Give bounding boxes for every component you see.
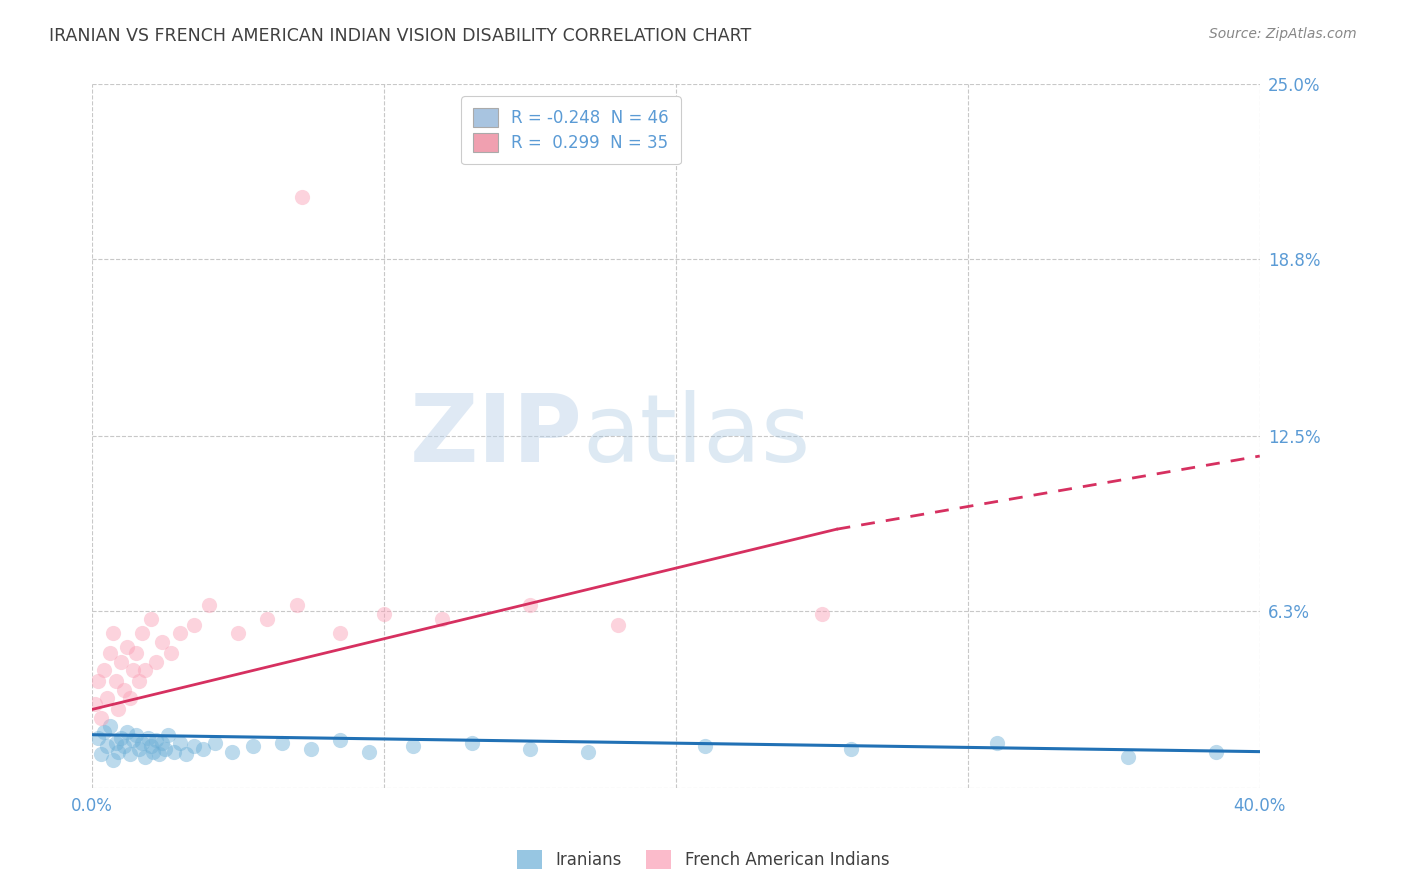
Point [112, 682, 135, 697]
Point [128, 741, 150, 756]
Point [98, 646, 121, 660]
Point [131, 626, 153, 640]
Point [139, 739, 162, 753]
Point [432, 612, 454, 626]
Point [125, 728, 148, 742]
Point [150, 635, 173, 649]
Point [93, 663, 115, 677]
Point [110, 655, 132, 669]
Point [221, 745, 243, 759]
Point [359, 745, 381, 759]
Point [291, 190, 314, 204]
Point [519, 599, 541, 613]
Point [128, 674, 150, 689]
Point [1118, 750, 1140, 764]
Point [96, 739, 118, 753]
Point [402, 739, 425, 753]
Text: Source: ZipAtlas.com: Source: ZipAtlas.com [1209, 27, 1357, 41]
Point [96, 691, 118, 706]
Point [98, 719, 121, 733]
Point [142, 745, 165, 759]
Point [131, 736, 153, 750]
Point [93, 725, 115, 739]
Point [183, 618, 205, 632]
Point [373, 607, 395, 621]
Point [198, 599, 221, 613]
Point [104, 736, 127, 750]
Point [136, 731, 159, 745]
Point [695, 739, 717, 753]
Point [145, 655, 167, 669]
Text: atlas: atlas [582, 391, 811, 483]
Point [153, 741, 176, 756]
Point [145, 733, 167, 747]
Point [107, 745, 129, 759]
Point [256, 612, 278, 626]
Point [87, 731, 110, 745]
Point [191, 741, 214, 756]
Point [122, 663, 145, 677]
Point [169, 626, 191, 640]
Point [139, 612, 162, 626]
Point [242, 739, 264, 753]
Point [606, 618, 628, 632]
Point [519, 741, 541, 756]
Point [112, 739, 135, 753]
Point [183, 739, 205, 753]
Point [134, 750, 156, 764]
Legend: Iranians, French American Indians: Iranians, French American Indians [506, 840, 900, 880]
Point [285, 599, 308, 613]
Point [271, 736, 294, 750]
Point [134, 663, 156, 677]
Point [101, 626, 124, 640]
Point [150, 736, 173, 750]
Text: IRANIAN VS FRENCH AMERICAN INDIAN VISION DISABILITY CORRELATION CHART: IRANIAN VS FRENCH AMERICAN INDIAN VISION… [49, 27, 751, 45]
Point [986, 736, 1008, 750]
Point [299, 741, 322, 756]
Point [148, 747, 170, 762]
Point [1205, 745, 1227, 759]
Point [157, 728, 180, 742]
Point [329, 733, 352, 747]
Point [90, 711, 112, 725]
Point [120, 691, 142, 706]
Point [125, 646, 148, 660]
Point [174, 747, 197, 762]
Point [107, 702, 129, 716]
Point [87, 674, 110, 689]
Point [204, 736, 226, 750]
Point [329, 626, 352, 640]
Text: ZIP: ZIP [409, 391, 582, 483]
Point [163, 745, 186, 759]
Point [226, 626, 249, 640]
Point [160, 646, 183, 660]
Point [115, 725, 138, 739]
Point [169, 736, 191, 750]
Point [460, 736, 482, 750]
Point [104, 674, 127, 689]
Point [811, 607, 834, 621]
Legend: R = -0.248  N = 46, R =  0.299  N = 35: R = -0.248 N = 46, R = 0.299 N = 35 [461, 96, 681, 164]
Point [84, 697, 107, 711]
Point [90, 747, 112, 762]
Point [110, 731, 132, 745]
Point [101, 753, 124, 767]
Point [839, 741, 862, 756]
Point [120, 747, 142, 762]
Point [122, 733, 145, 747]
Point [115, 640, 138, 655]
Point [576, 745, 599, 759]
